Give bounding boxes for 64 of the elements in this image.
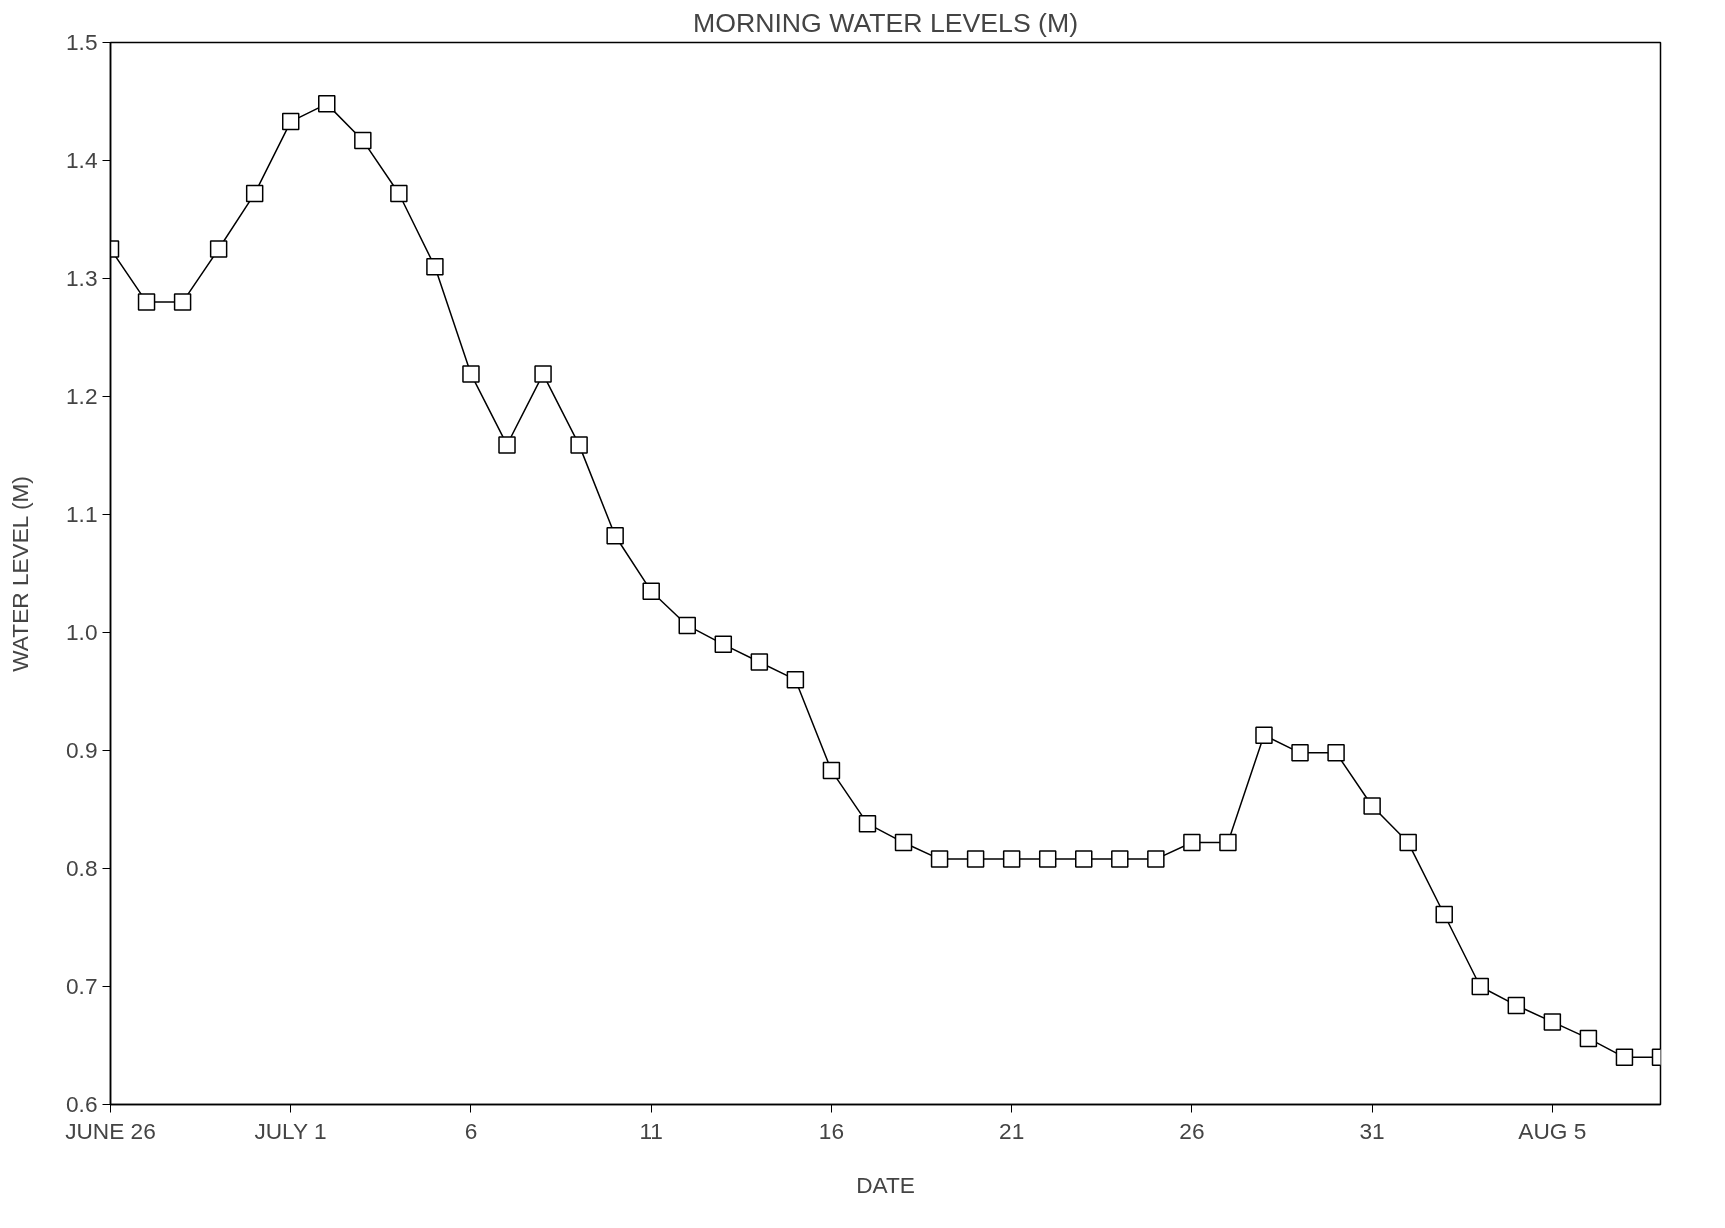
- point: [1363, 797, 1381, 815]
- point: [1111, 850, 1129, 868]
- y-axis-title: WATER LEVEL (M): [7, 476, 33, 672]
- point: [426, 257, 444, 276]
- point: [966, 850, 985, 868]
- point: [318, 95, 336, 113]
- point: [173, 293, 192, 311]
- point: [714, 635, 733, 654]
- x-tick-label: JULY 1: [254, 1117, 327, 1144]
- point: [786, 670, 805, 689]
- point: [462, 365, 480, 383]
- point: [1075, 850, 1093, 868]
- point: [750, 653, 769, 671]
- point: [354, 131, 372, 150]
- point: [1399, 833, 1417, 852]
- y-tick-label: 0.7: [66, 973, 98, 999]
- x-tick-label: 11: [639, 1117, 663, 1144]
- point: [678, 616, 696, 635]
- point: [1507, 996, 1526, 1015]
- x-axis-title: DATE: [856, 1171, 915, 1198]
- y-tick-label: 1.4: [66, 147, 98, 173]
- point: [894, 833, 913, 852]
- y-tick-label: 1.0: [66, 619, 98, 645]
- x-tick-label: 6: [464, 1117, 478, 1144]
- y-tick-label: 0.6: [66, 1091, 98, 1117]
- x-tick-label: 31: [1359, 1117, 1385, 1144]
- point: [1543, 1013, 1562, 1031]
- point: [1147, 850, 1165, 868]
- point: [858, 814, 877, 833]
- point: [1002, 850, 1021, 868]
- point: [534, 365, 552, 383]
- x-tick-label: 21: [999, 1117, 1025, 1144]
- point: [281, 112, 300, 131]
- point: [1471, 977, 1490, 996]
- point: [390, 184, 408, 203]
- point: [930, 850, 949, 868]
- point: [1435, 905, 1453, 924]
- point: [1291, 744, 1309, 762]
- point: [642, 582, 660, 600]
- point: [822, 761, 841, 780]
- point: [498, 436, 516, 454]
- x-tick-label: AUG 5: [1518, 1117, 1587, 1144]
- point: [1038, 850, 1057, 868]
- point: [1255, 726, 1273, 744]
- y-tick-label: 0.9: [66, 737, 98, 763]
- point: [606, 526, 624, 545]
- point: [1615, 1048, 1634, 1067]
- x-tick-label: 26: [1179, 1117, 1205, 1144]
- point: [137, 293, 156, 311]
- point: [1579, 1029, 1598, 1048]
- y-tick-label: 1.5: [66, 29, 98, 55]
- y-tick-label: 0.8: [66, 855, 98, 881]
- x-tick-label: 16: [818, 1117, 845, 1144]
- x-tick-label: JUNE 26: [65, 1117, 156, 1144]
- point: [1183, 833, 1201, 852]
- chart-title: MORNING WATER LEVELS (M): [692, 7, 1079, 38]
- point: [1327, 744, 1345, 762]
- y-tick-label: 1.3: [66, 265, 98, 291]
- point: [245, 184, 264, 203]
- point: [1219, 833, 1237, 852]
- point: [570, 436, 588, 454]
- y-tick-label: 1.1: [66, 501, 98, 527]
- point: [209, 240, 228, 258]
- y-tick-label: 1.2: [66, 383, 98, 409]
